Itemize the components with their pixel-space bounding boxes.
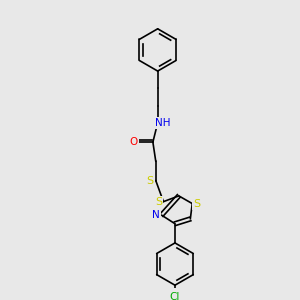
Text: O: O (130, 137, 138, 147)
Text: S: S (155, 196, 162, 207)
Text: S: S (194, 199, 201, 208)
Text: Cl: Cl (170, 292, 180, 300)
Text: S: S (146, 176, 154, 185)
Text: NH: NH (155, 118, 170, 128)
Text: N: N (152, 210, 160, 220)
